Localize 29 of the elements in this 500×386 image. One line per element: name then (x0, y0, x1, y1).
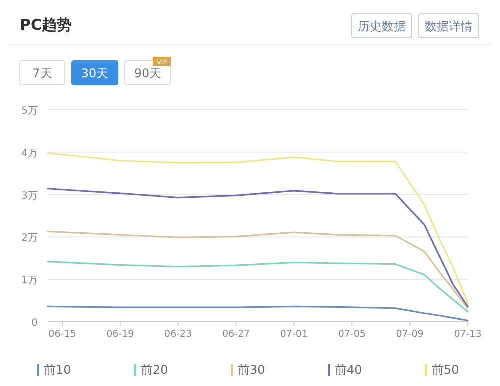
x-tick-label: 07-09 (396, 329, 424, 340)
x-tick-label: 06-19 (106, 329, 134, 340)
text: 历史数据 (358, 20, 406, 34)
chart-title: PC趋势 (20, 16, 72, 34)
y-tick-label: 1万 (22, 276, 38, 287)
text: 7天 (32, 66, 52, 80)
text: 数据详情 (425, 20, 473, 34)
legend-label: 前30 (238, 363, 266, 377)
line-series (47, 152, 469, 304)
y-tick-label: 0 (32, 318, 38, 329)
y-tick-label: 4万 (22, 148, 38, 160)
x-tick-label: 06-23 (164, 329, 192, 340)
legend-label: 前50 (432, 363, 460, 377)
legend-label: 前40 (335, 363, 362, 377)
legend-label: 前20 (141, 363, 168, 377)
text: 30天 (81, 66, 109, 80)
line-series (47, 230, 469, 310)
legend-label: 前10 (44, 363, 72, 377)
line-series (47, 260, 469, 313)
x-tick-label: 07-13 (454, 329, 482, 340)
x-tick-label: 07-01 (280, 329, 308, 340)
y-tick-label: 5万 (22, 106, 38, 117)
text: 90天 (134, 66, 162, 80)
line-series (47, 188, 469, 308)
x-tick-label: 06-15 (48, 329, 76, 340)
x-tick-label: 07-05 (338, 329, 366, 340)
y-tick-label: 2万 (22, 233, 38, 244)
x-tick-label: 06-27 (222, 329, 250, 340)
y-tick-label: 3万 (22, 190, 38, 202)
